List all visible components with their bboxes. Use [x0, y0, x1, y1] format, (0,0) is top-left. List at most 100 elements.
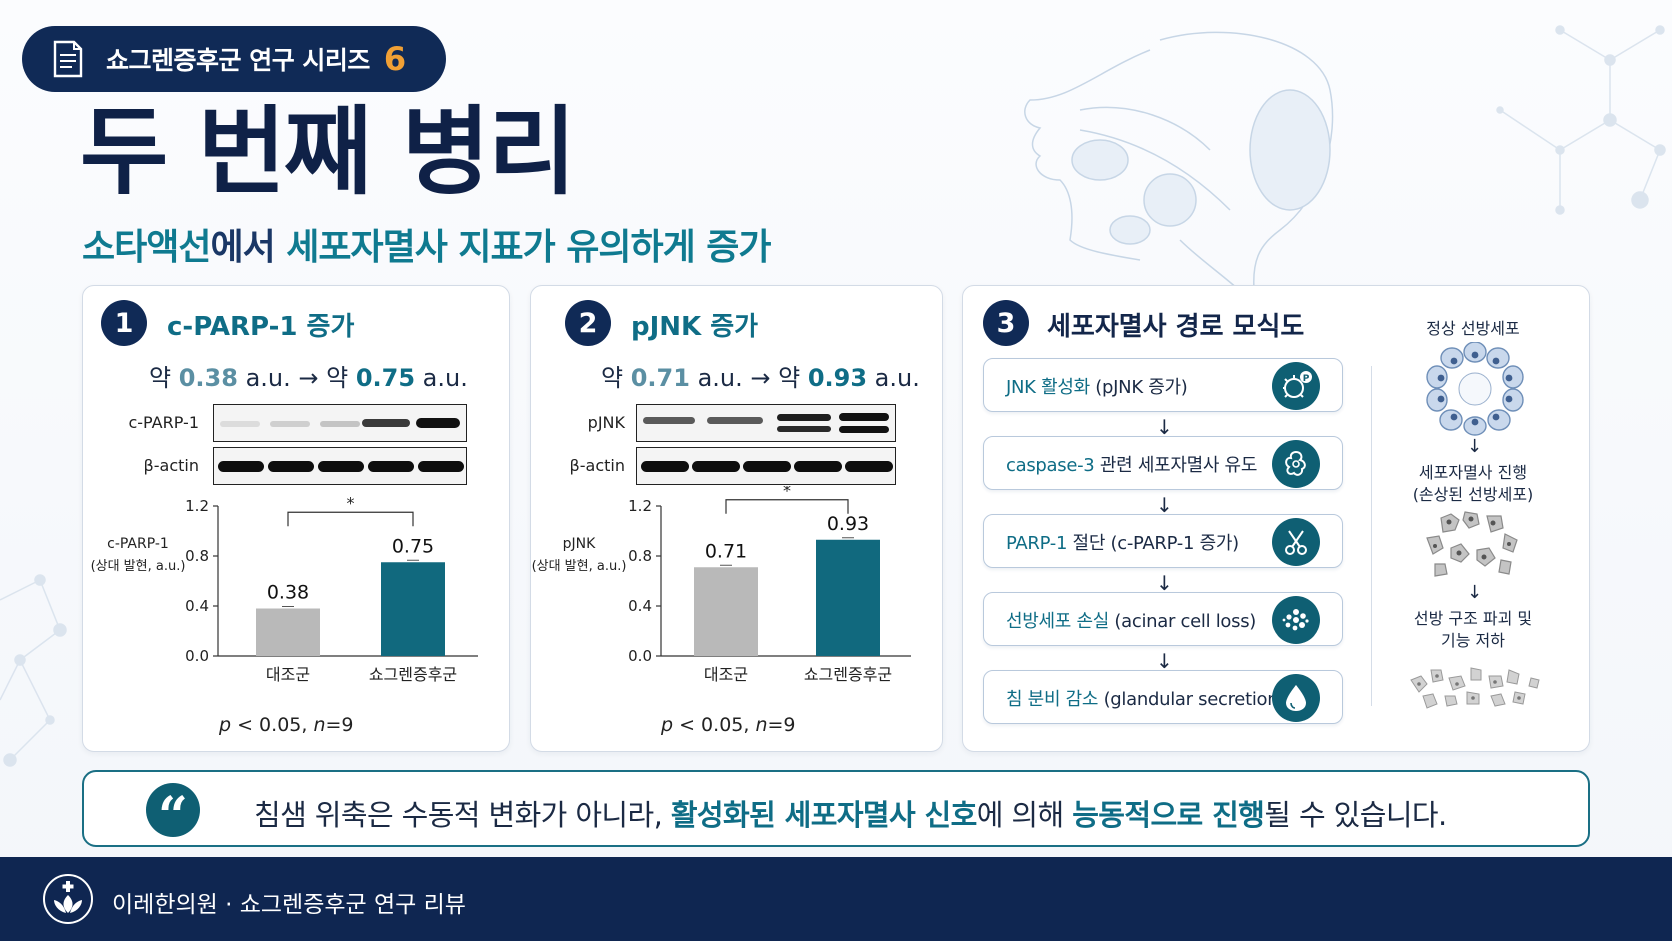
step-detail: 관련 세포자멸사 유도 [1094, 455, 1258, 476]
cell-loss-icon [1272, 596, 1320, 644]
western-blot-actin [213, 447, 467, 485]
n-value: =9 [325, 714, 354, 736]
page-title: 두 번째 병리 [80, 96, 576, 208]
y-tick-label: 1.2 [185, 497, 209, 515]
blot-band [270, 421, 310, 427]
damaged-acinus-illustration [1426, 511, 1518, 577]
blot-band [643, 417, 695, 424]
step-highlight: 침 분비 감소 [1006, 689, 1099, 710]
change-unit: a.u. → 약 [689, 364, 808, 392]
stage-apoptosis-label: 세포자멸사 진행 (손상된 선방세포) [1373, 462, 1573, 505]
bar-sjogren [816, 539, 880, 656]
bar-chart-pjnk: 0.0 0.4 0.8 1.2 pJNK (상대 발현, a.u.) 0.71 대조군 0.93… [532, 486, 911, 684]
y-tick-label: 0.4 [185, 597, 209, 615]
step-detail: (acinar cell loss) [1108, 611, 1257, 632]
panel-title: 세포자멸사 경로 모식도 [1047, 312, 1305, 342]
blot-band [418, 461, 464, 472]
change-prefix: 약 [601, 364, 631, 392]
x-category-label: 대조군 [704, 665, 748, 684]
change-summary: 약 0.71 a.u. → 약 0.93 a.u. [601, 358, 920, 393]
normal-acinus-illustration [1426, 342, 1524, 436]
significance-marker: * [783, 486, 791, 500]
message-part: 에 의해 [976, 798, 1073, 832]
quote-icon: “ [146, 783, 200, 843]
p-threshold: < 0.05, [231, 714, 314, 736]
blot-band [368, 461, 414, 472]
message-part: 침샘 위축은 수동적 변화가 아니라, [254, 798, 671, 832]
page-subtitle: 소타액선에서 세포자멸사 지표가 유의하게 증가 [82, 218, 772, 270]
n-symbol: n [755, 714, 768, 736]
bar-value-label: 0.93 [827, 513, 869, 535]
pathway-step-parp1: PARP-1 절단 (c-PARP-1 증가) [983, 514, 1343, 568]
stage-normal-label: 정상 선방세포 [1426, 319, 1520, 338]
panel-number: 2 [565, 300, 611, 346]
blot-band [362, 419, 410, 427]
stage-arrow: ↓ [1467, 582, 1483, 603]
value-sjs: 0.75 [355, 364, 416, 392]
change-unit-b: a.u. [867, 364, 920, 392]
blot-band [743, 461, 791, 472]
x-category-label: 쇼그렌증후군 [369, 665, 457, 684]
divider [1371, 366, 1372, 706]
pathway-step-caspase: caspase-3 관련 세포자멸사 유도 [983, 436, 1343, 490]
stage-destruction-line2: 기능 저하 [1441, 630, 1505, 650]
blot-label-actin: β-actin [569, 456, 625, 475]
footer: 이레한의원 · 쇼그렌증후군 연구 리뷰 [0, 857, 1672, 941]
panel-apoptosis-pathway: 3 세포자멸사 경로 모식도 JNK 활성화 (pJNK 증가) P ↓ cas… [962, 285, 1590, 752]
bar-chart-c-parp1: 0.0 0.4 0.8 1.2 c-PARP-1 (상대 발현, a.u.) 0.38 대조군… [91, 493, 478, 684]
head-gland-illustration [1024, 31, 1334, 301]
stage-arrow: ↓ [1467, 436, 1483, 457]
blot-band [845, 461, 893, 472]
step-highlight: caspase-3 [1006, 455, 1095, 476]
subtitle-highlight-1: 소타액선 [82, 227, 211, 268]
blot-band [692, 461, 740, 472]
subtitle-text: 에서 [210, 227, 287, 268]
p-symbol: p [219, 714, 232, 736]
blot-band [707, 417, 763, 424]
x-category-label: 대조군 [266, 665, 310, 684]
blot-band [641, 461, 689, 472]
step-text: caspase-3 관련 세포자멸사 유도 [1006, 451, 1257, 477]
series-label: 쇼그렌증후군 연구 시리즈 [106, 46, 370, 75]
pathway-step-secretion: 침 분비 감소 (glandular secretion ↓) [983, 670, 1343, 724]
apoptotic-cell-icon [1272, 440, 1320, 488]
value-control: 0.38 [178, 364, 238, 392]
step-text: 침 분비 감소 (glandular secretion ↓) [1006, 685, 1306, 711]
message-part: 될 수 있습니다. [1264, 798, 1447, 832]
y-tick-label: 1.2 [628, 497, 652, 515]
series-number: 6 [383, 40, 407, 78]
y-axis-label-unit: (상대 발현, a.u.) [91, 559, 186, 574]
n-value: =9 [767, 714, 796, 736]
step-highlight: JNK 활성화 [1006, 377, 1090, 398]
y-axis-label-unit: (상대 발현, a.u.) [532, 559, 627, 574]
message-highlight: 활성화된 세포자멸사 신호 [670, 798, 977, 832]
blot-label-target: c-PARP-1 [128, 413, 199, 432]
blot-band [268, 461, 314, 472]
value-sjs: 0.93 [807, 364, 868, 392]
p-symbol: p [661, 714, 674, 736]
phosphorylated-cell-icon: P [1272, 362, 1320, 410]
message-highlight: 능동적으로 진행 [1072, 798, 1265, 832]
y-tick-label: 0.0 [185, 647, 209, 665]
blot-label-actin: β-actin [143, 456, 199, 475]
y-tick-label: 0.4 [628, 597, 652, 615]
key-message-text: 침샘 위축은 수동적 변화가 아니라, 활성화된 세포자멸사 신호에 의해 능동… [254, 792, 1447, 834]
stage-destruction-line1: 선방 구조 파괴 및 [1413, 609, 1533, 628]
x-category-label: 쇼그렌증후군 [804, 665, 892, 684]
destroyed-acinus-illustration [1410, 667, 1540, 709]
y-axis-label: pJNK [563, 536, 596, 552]
svg-text:P: P [1303, 374, 1310, 384]
stage-apoptosis-line1: 세포자멸사 진행 [1418, 463, 1528, 482]
step-text: PARP-1 절단 (c-PARP-1 증가) [1006, 529, 1239, 555]
significance-bracket [287, 511, 414, 527]
p-threshold: < 0.05, [673, 714, 756, 736]
step-highlight: 선방세포 손실 [1006, 611, 1109, 632]
step-text: 선방세포 손실 (acinar cell loss) [1006, 607, 1256, 633]
pathway-step-jnk: JNK 활성화 (pJNK 증가) P [983, 358, 1343, 412]
western-blot-target [213, 404, 467, 442]
flow-arrow: ↓ [1156, 493, 1173, 517]
step-detail: 절단 (c-PARP-1 증가) [1067, 533, 1240, 554]
subtitle-highlight-2: 세포자멸사 지표가 유의하게 증가 [286, 227, 771, 268]
bar-control [256, 608, 320, 656]
bar-sjogren [381, 562, 445, 656]
